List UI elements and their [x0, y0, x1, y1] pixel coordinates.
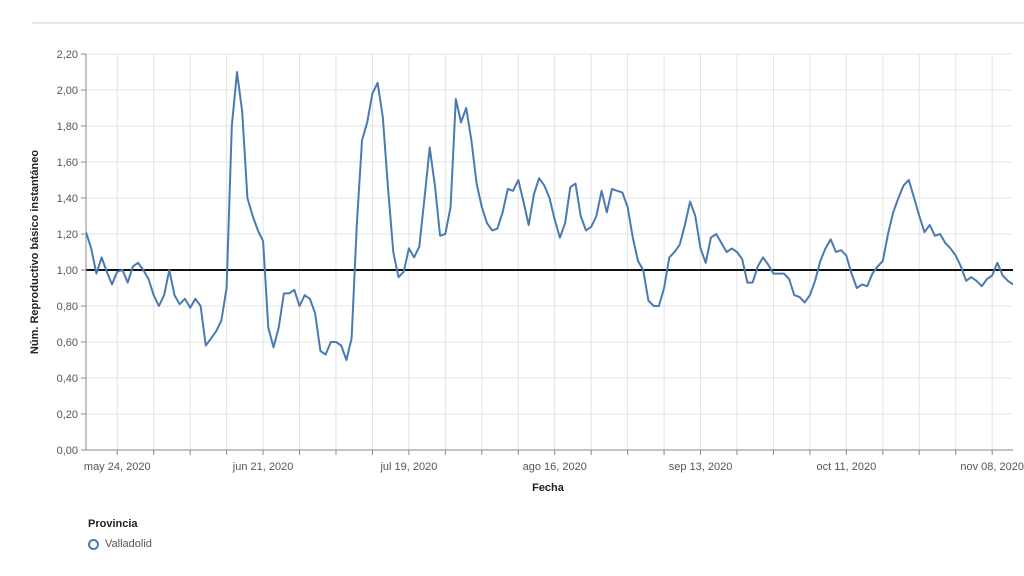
x-tick-label: sep 13, 2020	[669, 461, 733, 473]
x-tick-label: ago 16, 2020	[523, 461, 587, 473]
x-tick-label: jul 19, 2020	[379, 461, 437, 473]
y-tick-label: 0,60	[57, 337, 78, 349]
y-tick-label: 0,40	[57, 373, 78, 385]
x-tick-label: jun 21, 2020	[232, 461, 294, 473]
y-tick-label: 0,20	[57, 409, 78, 421]
legend-item-valladolid[interactable]: Valladolid	[88, 538, 152, 550]
x-axis-title: Fecha	[532, 482, 565, 494]
legend-circle-icon	[88, 538, 99, 550]
y-tick-label: 1,60	[57, 157, 78, 169]
y-tick-label: 2,00	[57, 85, 78, 97]
top-divider	[32, 22, 1024, 24]
y-tick-label: 1,40	[57, 193, 78, 205]
legend-label: Valladolid	[105, 538, 152, 550]
y-tick-label: 1,00	[57, 265, 78, 277]
y-tick-label: 1,80	[57, 121, 78, 133]
line-chart: 0,00 0,20 0,40 0,60 0,80 1,00 1,20 1,40 1,60 1,80…	[29, 49, 1024, 494]
grid-lines	[86, 53, 1013, 451]
axes: 0,00 0,20 0,40 0,60 0,80 1,00 1,20 1,40 1,60 1,80…	[57, 49, 1024, 473]
x-tick-label: nov 08, 2020	[960, 461, 1024, 473]
y-tick-label: 2,20	[57, 49, 78, 61]
legend-title: Provincia	[88, 518, 138, 530]
y-tick-label: 0,00	[57, 445, 78, 457]
legend: Provincia Valladolid	[88, 518, 152, 550]
y-axis-title: Núm. Reproductivo básico instantáneo	[29, 150, 41, 354]
y-tick-label: 0,80	[57, 301, 78, 313]
x-tick-label: may 24, 2020	[84, 461, 151, 473]
y-tick-label: 1,20	[57, 229, 78, 241]
series-layer	[86, 71, 1013, 361]
x-tick-label: oct 11, 2020	[816, 461, 876, 473]
series-line-valladolid	[86, 71, 1013, 361]
